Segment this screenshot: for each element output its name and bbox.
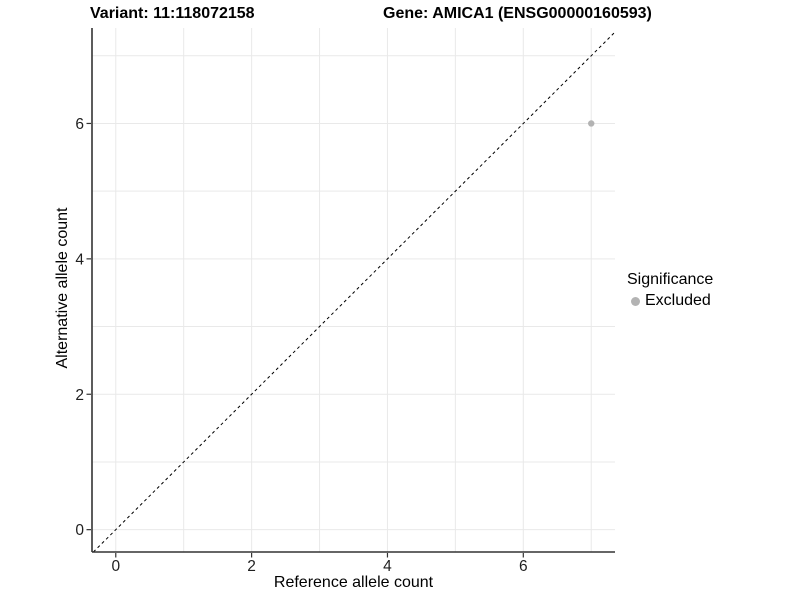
tick-marks <box>86 122 524 558</box>
y-tick-label: 2 <box>75 387 84 404</box>
legend-item-excluded: Excluded <box>627 292 713 310</box>
x-axis-title: Reference allele count <box>273 574 434 591</box>
identity-line-group <box>93 31 616 553</box>
data-points <box>588 120 595 127</box>
axes <box>91 28 615 553</box>
x-tick-label: 0 <box>111 558 120 575</box>
data-point <box>588 120 595 127</box>
legend-title: Significance <box>627 271 714 288</box>
tick-labels: 0 2 4 6 0 2 4 6 <box>75 116 527 575</box>
x-tick-label: 6 <box>519 558 528 575</box>
y-tick-label: 0 <box>75 522 84 539</box>
plot-title-variant: Variant: 11:118072158 <box>90 5 255 22</box>
x-tick-label: 2 <box>247 558 256 575</box>
gridlines <box>92 28 615 552</box>
y-tick-label: 4 <box>75 251 84 268</box>
legend: Significance Excluded <box>627 271 713 310</box>
x-tick-label: 4 <box>383 558 392 575</box>
legend-item-label: Excluded <box>645 292 711 309</box>
identity-dashed-line <box>93 31 616 553</box>
legend-point-swatch <box>631 296 640 306</box>
y-tick-label: 6 <box>75 116 84 133</box>
plot-title-gene: Gene: AMICA1 (ENSG00000160593) <box>383 5 652 22</box>
y-axis-title: Alternative allele count <box>54 207 71 369</box>
